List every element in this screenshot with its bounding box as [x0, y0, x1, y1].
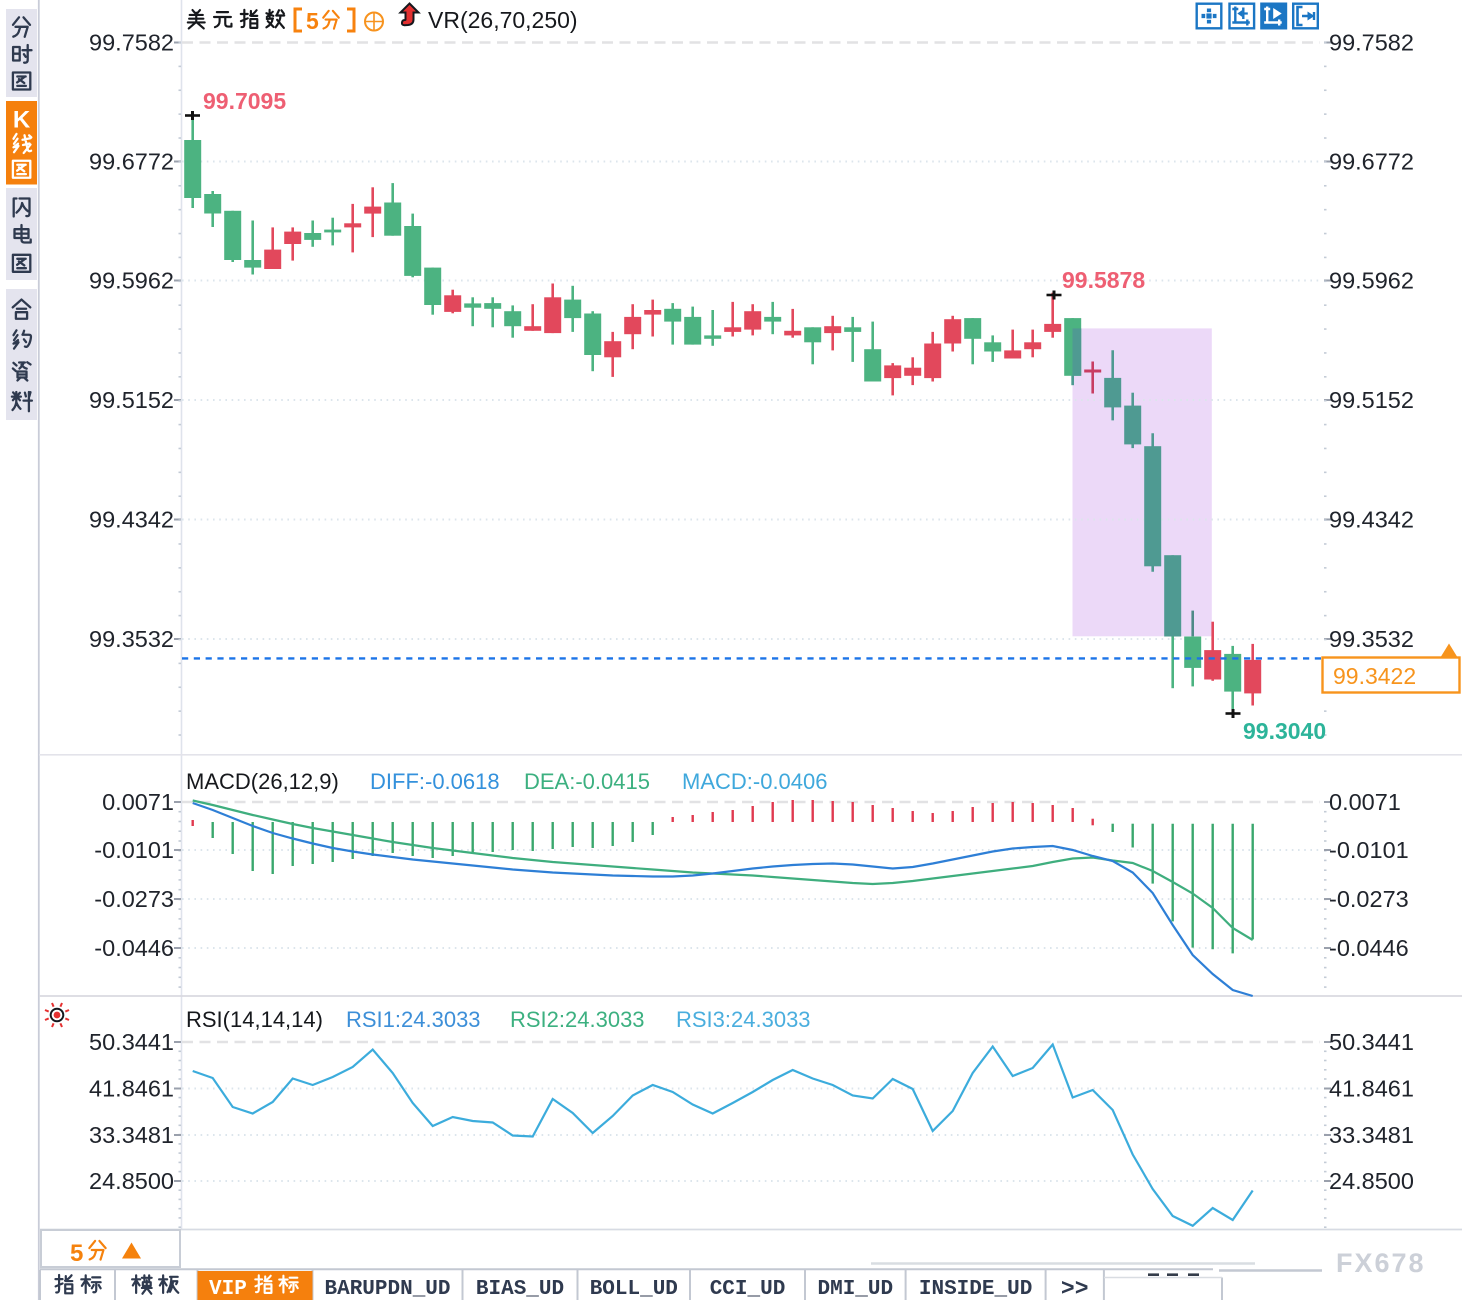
svg-text:FX678: FX678 — [1336, 1248, 1426, 1278]
svg-text:-0.0101: -0.0101 — [1329, 837, 1409, 863]
svg-text:-0.0101: -0.0101 — [94, 837, 174, 863]
svg-text:99.5878: 99.5878 — [1062, 267, 1145, 293]
svg-text:-0.0446: -0.0446 — [94, 935, 174, 961]
svg-text:50.3441: 50.3441 — [89, 1029, 174, 1055]
svg-text:5: 5 — [306, 8, 319, 34]
svg-text:INSIDE_UD: INSIDE_UD — [919, 1278, 1032, 1300]
svg-text:RSI(14,14,14): RSI(14,14,14) — [186, 1007, 323, 1032]
svg-text:99.6772: 99.6772 — [89, 149, 174, 175]
svg-text:50.3441: 50.3441 — [1329, 1029, 1414, 1055]
svg-text:BARUPDN_UD: BARUPDN_UD — [324, 1278, 450, 1300]
svg-text:99.5152: 99.5152 — [1329, 387, 1414, 413]
svg-text:99.4342: 99.4342 — [1329, 507, 1414, 533]
svg-text:DIFF:-0.0618: DIFF:-0.0618 — [370, 769, 500, 794]
svg-text:41.8461: 41.8461 — [89, 1076, 174, 1102]
svg-text:RSI2:24.3033: RSI2:24.3033 — [510, 1007, 645, 1032]
svg-text:99.3040: 99.3040 — [1243, 718, 1326, 744]
svg-text:99.5962: 99.5962 — [1329, 268, 1414, 294]
svg-text:RSI1:24.3033: RSI1:24.3033 — [346, 1007, 481, 1032]
svg-text:99.3532: 99.3532 — [1329, 626, 1414, 652]
svg-text:-0.0273: -0.0273 — [94, 886, 174, 912]
svg-text:24.8500: 24.8500 — [89, 1168, 174, 1194]
svg-text:99.7095: 99.7095 — [203, 88, 286, 114]
svg-text:DEA:-0.0415: DEA:-0.0415 — [524, 769, 650, 794]
svg-text:-0.0446: -0.0446 — [1329, 935, 1409, 961]
svg-text:99.5962: 99.5962 — [89, 268, 174, 294]
svg-text:0.0071: 0.0071 — [102, 789, 174, 815]
svg-text:-0.0273: -0.0273 — [1329, 886, 1409, 912]
svg-text:BIAS_UD: BIAS_UD — [476, 1278, 564, 1300]
svg-text:24.8500: 24.8500 — [1329, 1168, 1414, 1194]
svg-text:41.8461: 41.8461 — [1329, 1076, 1414, 1102]
svg-text:99.5152: 99.5152 — [89, 387, 174, 413]
svg-text:K: K — [13, 107, 31, 134]
svg-text:99.4342: 99.4342 — [89, 507, 174, 533]
svg-text:BOLL_UD: BOLL_UD — [590, 1278, 678, 1300]
svg-text:99.3422: 99.3422 — [1333, 663, 1416, 689]
svg-text:99.6772: 99.6772 — [1329, 149, 1414, 175]
svg-text:99.3532: 99.3532 — [89, 626, 174, 652]
svg-text:RSI3:24.3033: RSI3:24.3033 — [676, 1007, 811, 1032]
svg-text:33.3481: 33.3481 — [89, 1122, 174, 1148]
svg-text:VIP: VIP — [209, 1278, 247, 1300]
svg-text:VR(26,70,250): VR(26,70,250) — [428, 7, 578, 33]
svg-text:CCI_UD: CCI_UD — [710, 1278, 786, 1300]
svg-text:MACD(26,12,9): MACD(26,12,9) — [186, 769, 339, 794]
svg-text:99.7582: 99.7582 — [89, 30, 174, 56]
svg-text:>>: >> — [1061, 1276, 1089, 1300]
svg-text:5: 5 — [70, 1240, 83, 1267]
svg-text:33.3481: 33.3481 — [1329, 1122, 1414, 1148]
svg-text:DMI_UD: DMI_UD — [817, 1278, 893, 1300]
svg-text:MACD:-0.0406: MACD:-0.0406 — [682, 769, 828, 794]
svg-text:99.7582: 99.7582 — [1329, 30, 1414, 56]
svg-text:0.0071: 0.0071 — [1329, 789, 1401, 815]
